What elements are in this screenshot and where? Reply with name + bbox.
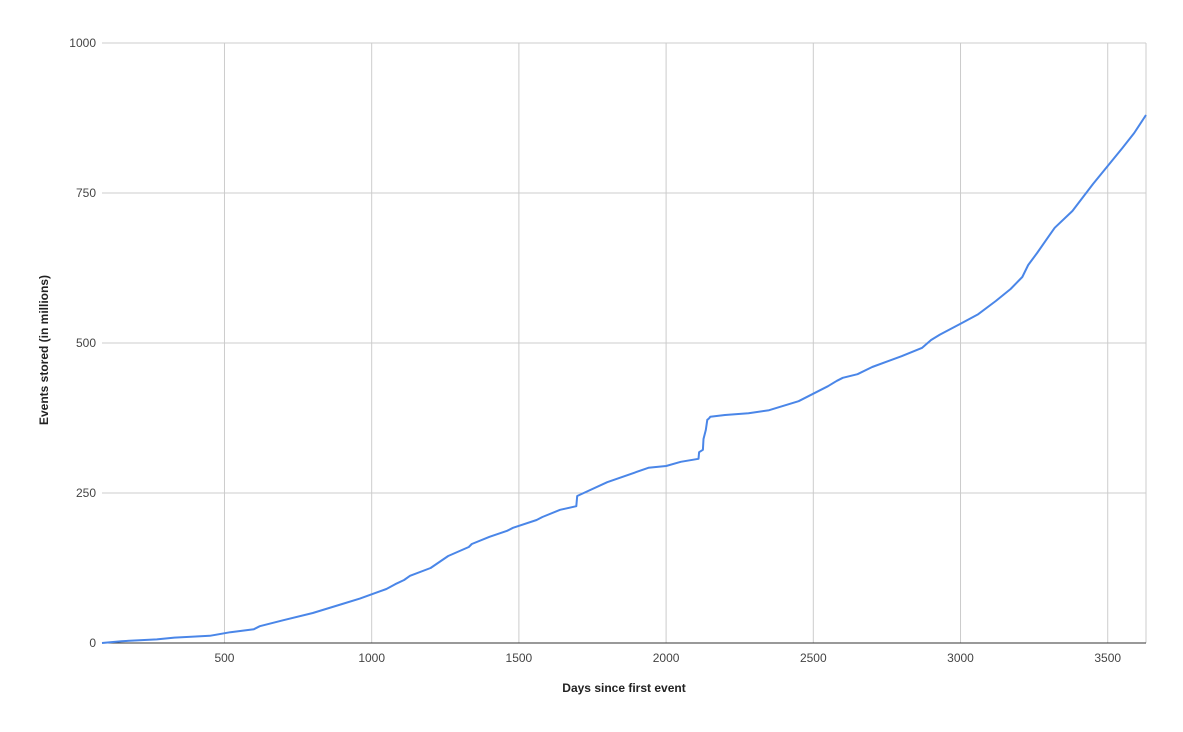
x-tick-label: 1500 bbox=[506, 651, 533, 665]
gridlines bbox=[102, 42, 1147, 643]
y-axis-title: Events stored (in millions) bbox=[37, 275, 51, 425]
x-tick-label: 1000 bbox=[358, 651, 385, 665]
x-tick-label: 3500 bbox=[1094, 651, 1121, 665]
x-axis-title: Days since first event bbox=[562, 681, 685, 695]
x-tick-label: 500 bbox=[214, 651, 234, 665]
y-axis-ticks: 0 250 500 750 1000 bbox=[69, 36, 96, 650]
y-tick-label: 250 bbox=[76, 486, 96, 500]
x-tick-label: 3000 bbox=[947, 651, 974, 665]
y-tick-label: 0 bbox=[89, 636, 96, 650]
y-tick-label: 750 bbox=[76, 186, 96, 200]
y-tick-label: 500 bbox=[76, 336, 96, 350]
x-tick-label: 2500 bbox=[800, 651, 827, 665]
x-axis-ticks: 500 1000 1500 2000 2500 3000 3500 bbox=[214, 651, 1121, 665]
y-tick-label: 1000 bbox=[69, 36, 96, 50]
x-tick-label: 2000 bbox=[653, 651, 680, 665]
series-line bbox=[101, 114, 1147, 644]
